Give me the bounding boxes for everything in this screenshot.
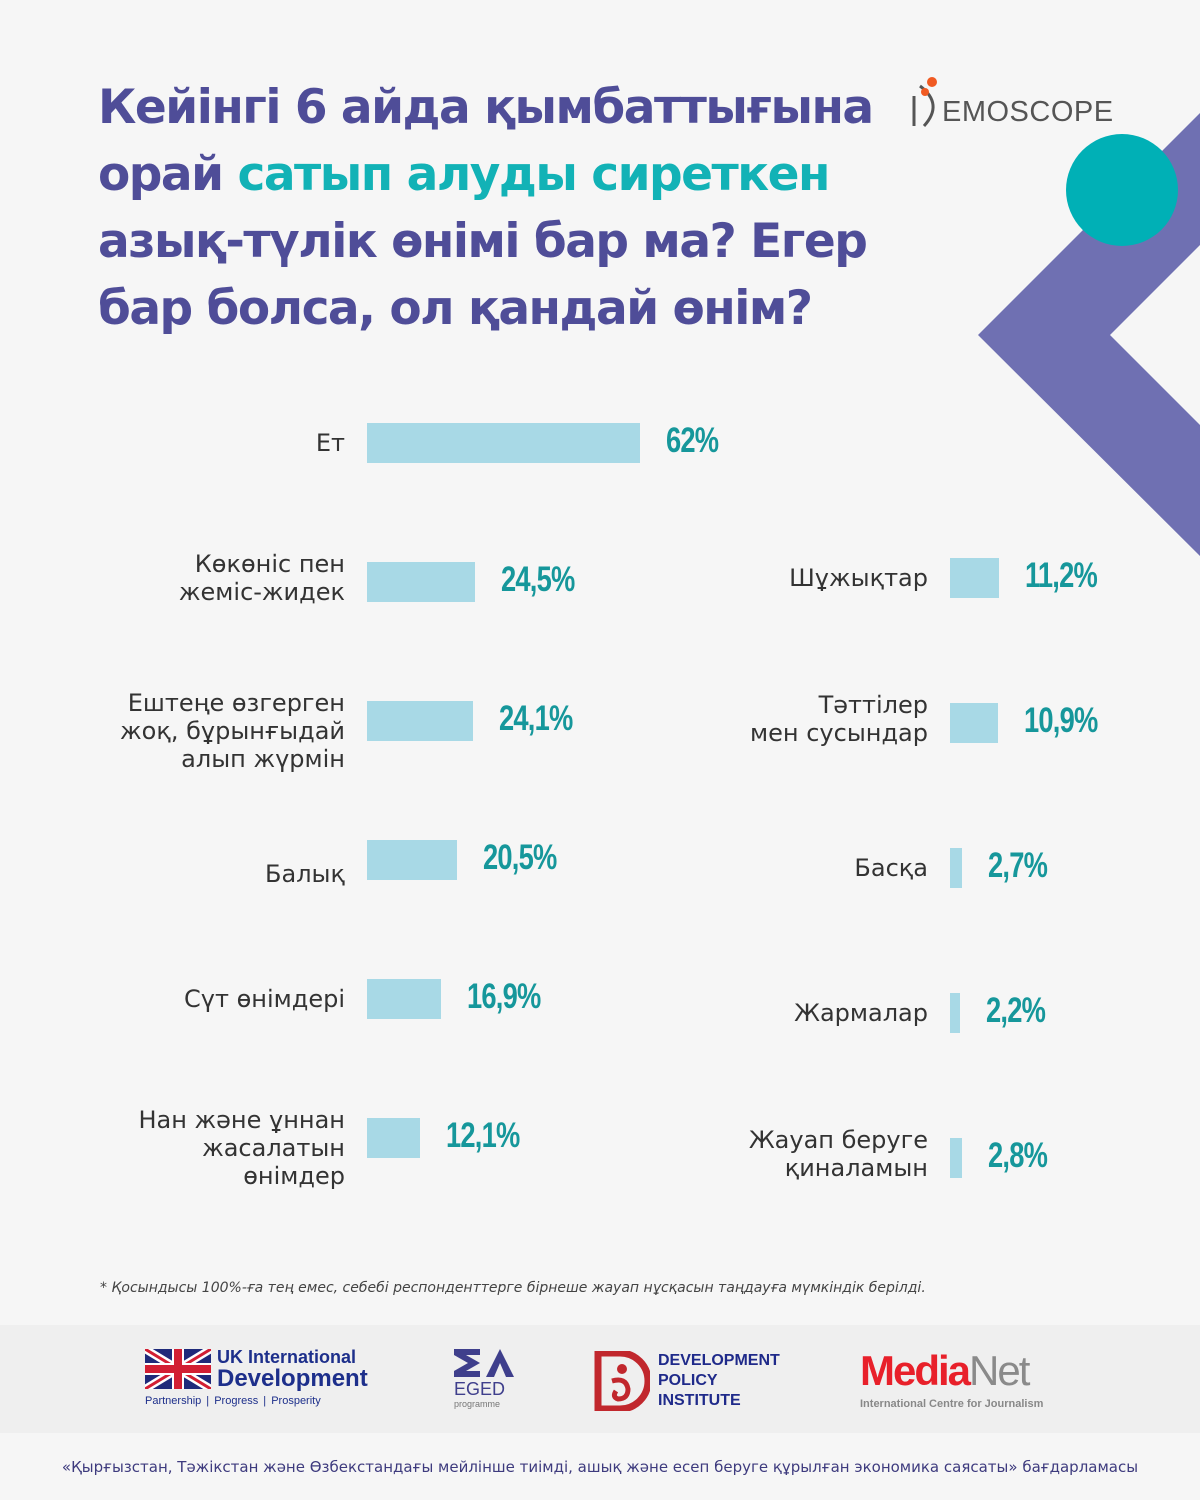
category-label: Шұжықтар (789, 564, 928, 592)
ukid-line2: Development (217, 1365, 368, 1392)
bar (950, 1138, 963, 1178)
demoscope-mark-icon (912, 77, 937, 128)
title-text: Кейінгі 6 айда қымбаттығына орай (98, 80, 874, 202)
programme-caption: «Қырғызстан, Тәжікстан және Өзбекстандағ… (61, 1458, 1139, 1476)
medianet-wordmark: MediaNet (860, 1347, 1030, 1395)
title-highlight: сатып алуды сиреткен (237, 147, 830, 202)
category-label: Сүт өнімдері (184, 985, 345, 1013)
category-label: Ет (315, 429, 345, 457)
eged-mark-icon (454, 1349, 514, 1377)
partner-logos-band: UK International Development Partnership… (0, 1325, 1200, 1433)
value-label: 12,1% (446, 1116, 520, 1155)
bar (367, 701, 474, 741)
medianet-net: Net (969, 1347, 1030, 1394)
value-label: 10,9% (1023, 701, 1098, 740)
value-label: 24,5% (500, 560, 575, 599)
bar (367, 562, 475, 602)
value-label: 20,5% (483, 838, 557, 877)
ukid-tagline: Partnership | Progress | Prosperity (145, 1395, 321, 1407)
value-label: 16,9% (467, 977, 541, 1016)
bar (367, 1118, 421, 1158)
uk-flag-icon (145, 1349, 211, 1389)
medianet-subtitle: International Centre for Journalism (860, 1398, 1044, 1410)
eged-name: EGED (454, 1379, 506, 1399)
category-label: Нан және ұннан жасалатын өнімдер (138, 1106, 345, 1190)
eged-subtitle: programme (454, 1399, 501, 1409)
category-label: Балық (265, 860, 345, 888)
value-label: 2,8% (988, 1136, 1048, 1175)
category-label: Жауап беруге қиналамын (748, 1126, 928, 1182)
ukid-line1: UK International (217, 1347, 357, 1367)
bar (950, 848, 962, 888)
dpi-name: DEVELOPMENT POLICY INSTITUTE (658, 1352, 780, 1409)
page-title: Кейінгі 6 айда қымбаттығына орай сатып а… (98, 74, 918, 342)
value-label: 24,1% (499, 699, 573, 738)
category-label: Жармалар (794, 999, 928, 1027)
bar (367, 979, 442, 1019)
medianet-media: Media (860, 1347, 971, 1394)
value-label: 2,2% (985, 991, 1046, 1030)
category-label: Тәттілер мен сусындар (750, 691, 928, 747)
value-label: 62% (665, 421, 719, 460)
category-label: Көкөніс пен жеміс-жидек (178, 550, 345, 606)
category-label: Ештеңе өзгерген жоқ, бұрынғыдай алып жүр… (120, 689, 345, 773)
bar (367, 840, 458, 880)
footnote: * Қосындысы 100%-ға тең емес, себебі рес… (100, 1280, 926, 1296)
demoscope-logo: EMOSCOPE (910, 76, 1113, 128)
bar (950, 703, 998, 743)
bar-chart: Ет 62% Көкөніс пен жеміс-жидек 24,5% Ештеңе … (120, 421, 1098, 1190)
accent-circle (1066, 134, 1178, 246)
demoscope-wordmark: EMOSCOPE (942, 96, 1114, 128)
dpi-mark-icon (594, 1351, 650, 1411)
title-text-end: азық-түлік өнімі бар ма? Егер бар болса,… (98, 214, 868, 336)
value-label: 11,2% (1025, 556, 1098, 595)
bar (367, 423, 640, 463)
bar (950, 993, 960, 1033)
value-label: 2,7% (987, 846, 1048, 885)
bar (950, 558, 1000, 598)
category-label: Басқа (854, 854, 928, 882)
